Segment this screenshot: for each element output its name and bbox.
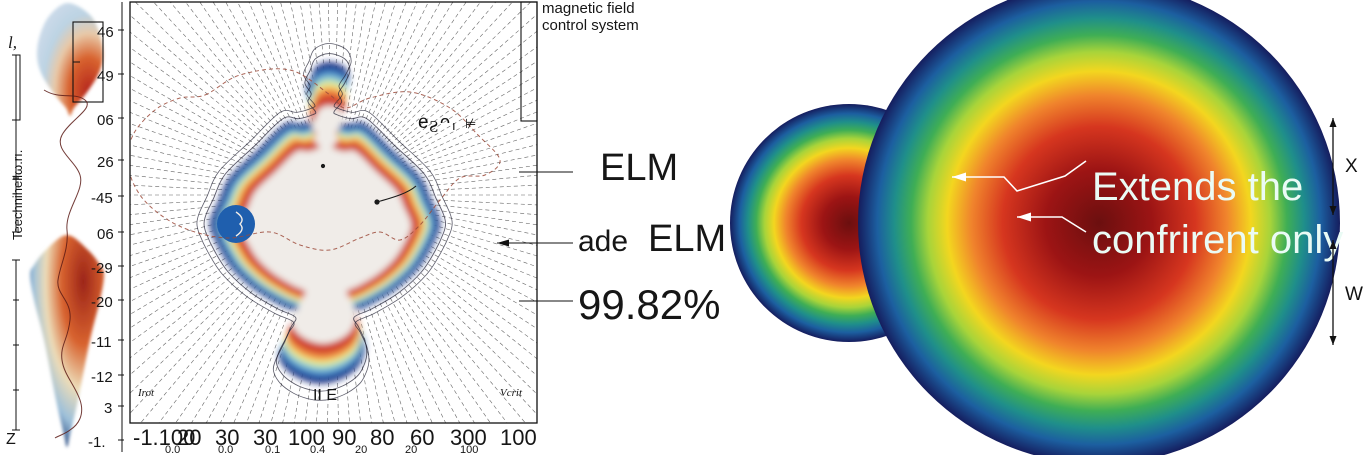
svg-text:100: 100 [500, 425, 537, 450]
svg-text:90: 90 [332, 425, 356, 450]
svg-text:0.4: 0.4 [310, 444, 325, 455]
svg-text:ı⁳: ı⁳ [452, 118, 456, 133]
svg-text:control system: control system [542, 17, 639, 34]
svg-text:II E: II E [313, 387, 337, 404]
svg-text:Vcrit: Vcrit [500, 387, 523, 399]
svg-text:ELM: ELM [648, 218, 726, 260]
svg-text:magnetic field: magnetic field [542, 0, 635, 17]
svg-text:Ƨ: Ƨ [429, 117, 438, 136]
svg-text:0.0: 0.0 [218, 444, 233, 455]
svg-text:⊭: ⊭ [465, 116, 476, 131]
svg-text:99.82%: 99.82% [578, 281, 720, 328]
svg-text:ELM: ELM [600, 147, 678, 189]
svg-text:ᴖ: ᴖ [440, 112, 450, 132]
svg-text:0.1: 0.1 [265, 444, 280, 455]
svg-text:20: 20 [177, 425, 201, 450]
svg-text:e: e [418, 112, 429, 133]
svg-text:80: 80 [370, 425, 394, 450]
svg-text:ade: ade [578, 225, 628, 258]
svg-text:20: 20 [405, 444, 417, 455]
svg-text:20: 20 [355, 444, 367, 455]
svg-text:100: 100 [460, 444, 478, 455]
svg-text:Irot: Irot [137, 387, 155, 399]
svg-text:0.0: 0.0 [165, 444, 180, 455]
